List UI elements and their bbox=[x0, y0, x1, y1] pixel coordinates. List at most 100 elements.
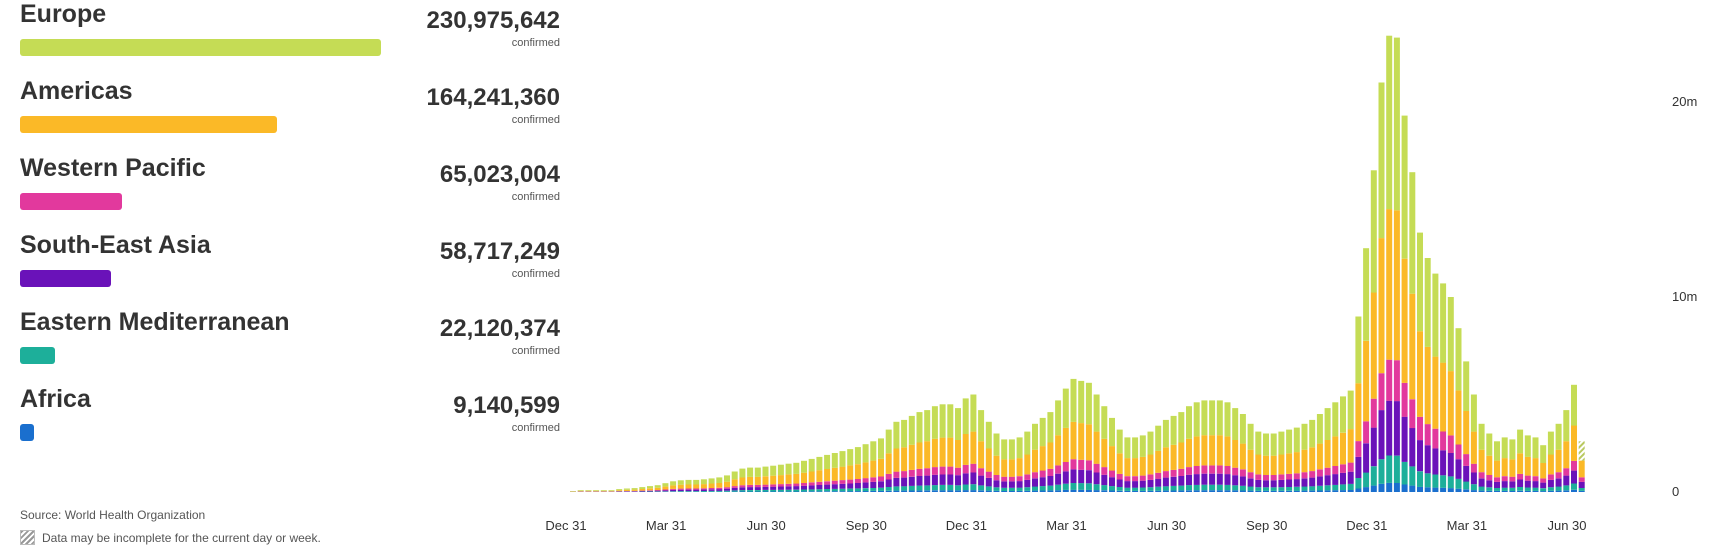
bar-segment-western-pacific[interactable] bbox=[947, 466, 954, 475]
bar-segment-western-pacific[interactable] bbox=[1524, 475, 1531, 481]
bar-segment-eastern-mediterranean[interactable] bbox=[1224, 484, 1231, 491]
bar-segment-americas[interactable] bbox=[1147, 454, 1154, 475]
bar-segment-europe[interactable] bbox=[1363, 248, 1370, 341]
bar-segment-western-pacific[interactable] bbox=[1093, 463, 1100, 473]
bar-segment-eastern-mediterranean[interactable] bbox=[1547, 487, 1554, 491]
bar-segment-south-east-asia[interactable] bbox=[1517, 479, 1524, 488]
bar-segment-europe[interactable] bbox=[716, 477, 723, 483]
bar-segment-europe[interactable] bbox=[616, 489, 623, 491]
bar-segment-africa[interactable] bbox=[1509, 490, 1516, 492]
bar-segment-eastern-mediterranean[interactable] bbox=[1001, 487, 1008, 491]
bar-segment-eastern-mediterranean[interactable] bbox=[978, 485, 985, 491]
bar-segment-africa[interactable] bbox=[1563, 490, 1570, 492]
bar-segment-south-east-asia[interactable] bbox=[870, 481, 877, 488]
bar-segment-eastern-mediterranean[interactable] bbox=[793, 489, 800, 492]
bar-segment-eastern-mediterranean[interactable] bbox=[901, 486, 908, 491]
bar-segment-eastern-mediterranean[interactable] bbox=[1170, 485, 1177, 491]
bar-segment-americas[interactable] bbox=[1247, 449, 1254, 473]
bar-segment-south-east-asia[interactable] bbox=[839, 483, 846, 489]
bar-segment-eastern-mediterranean[interactable] bbox=[1578, 487, 1585, 491]
bar-segment-south-east-asia[interactable] bbox=[1070, 469, 1077, 483]
bar-segment-eastern-mediterranean[interactable] bbox=[1124, 487, 1131, 491]
bar-segment-europe[interactable] bbox=[1093, 394, 1100, 432]
bar-segment-south-east-asia[interactable] bbox=[1032, 478, 1038, 487]
bar-segment-americas[interactable] bbox=[593, 490, 600, 492]
bar-segment-americas[interactable] bbox=[1232, 440, 1239, 468]
bar-segment-africa[interactable] bbox=[1555, 490, 1562, 492]
bar-segment-south-east-asia[interactable] bbox=[1393, 401, 1400, 456]
bar-segment-europe[interactable] bbox=[985, 421, 992, 449]
bar-segment-europe[interactable] bbox=[1524, 435, 1531, 457]
bar-segment-western-pacific[interactable] bbox=[908, 469, 915, 477]
bar-segment-americas[interactable] bbox=[1370, 292, 1377, 399]
bar-segment-europe[interactable] bbox=[1532, 437, 1539, 459]
bar-segment-eastern-mediterranean[interactable] bbox=[1455, 478, 1462, 489]
bar-segment-europe[interactable] bbox=[1232, 408, 1239, 440]
bar-segment-europe[interactable] bbox=[677, 480, 684, 485]
bar-segment-americas[interactable] bbox=[670, 485, 677, 489]
bar-segment-south-east-asia[interactable] bbox=[1101, 474, 1108, 486]
bar-segment-europe[interactable] bbox=[685, 479, 692, 485]
bar-segment-americas[interactable] bbox=[1447, 371, 1454, 436]
bar-segment-americas[interactable] bbox=[693, 484, 700, 489]
bar-segment-europe[interactable] bbox=[1216, 400, 1223, 436]
bar-segment-americas[interactable] bbox=[1509, 459, 1516, 477]
bar-segment-south-east-asia[interactable] bbox=[1255, 479, 1262, 488]
bar-segment-south-east-asia[interactable] bbox=[1247, 478, 1254, 487]
bar-segment-eastern-mediterranean[interactable] bbox=[685, 491, 692, 492]
bar-segment-south-east-asia[interactable] bbox=[1378, 410, 1385, 460]
bar-segment-south-east-asia[interactable] bbox=[993, 480, 1000, 488]
bar-segment-south-east-asia[interactable] bbox=[1293, 479, 1300, 487]
bar-segment-south-east-asia[interactable] bbox=[647, 490, 653, 492]
bar-segment-europe[interactable] bbox=[831, 453, 838, 468]
bar-segment-eastern-mediterranean[interactable] bbox=[862, 488, 869, 492]
bar-segment-africa[interactable] bbox=[1424, 487, 1431, 492]
bar-segment-western-pacific[interactable] bbox=[1440, 431, 1447, 451]
bar-segment-south-east-asia[interactable] bbox=[747, 487, 754, 490]
bar-segment-africa[interactable] bbox=[1571, 489, 1577, 492]
bar-segment-eastern-mediterranean[interactable] bbox=[1386, 455, 1393, 483]
bar-segment-africa[interactable] bbox=[1540, 491, 1547, 492]
bar-segment-americas[interactable] bbox=[1578, 460, 1585, 478]
bar-segment-africa[interactable] bbox=[1055, 490, 1062, 492]
bar-segment-americas[interactable] bbox=[839, 466, 846, 481]
bar-segment-eastern-mediterranean[interactable] bbox=[1155, 486, 1162, 491]
bar-segment-americas[interactable] bbox=[762, 476, 769, 485]
bar-segment-africa[interactable] bbox=[1324, 490, 1331, 492]
bar-segment-south-east-asia[interactable] bbox=[654, 490, 661, 492]
bar-segment-south-east-asia[interactable] bbox=[1340, 472, 1346, 485]
bar-segment-south-east-asia[interactable] bbox=[885, 479, 892, 488]
bar-segment-eastern-mediterranean[interactable] bbox=[801, 489, 807, 492]
bar-segment-africa[interactable] bbox=[785, 491, 792, 492]
region-row-eastern-mediterranean[interactable]: Eastern Mediterranean 22,120,374 confirm… bbox=[20, 308, 560, 392]
bar-segment-western-pacific[interactable] bbox=[931, 467, 938, 475]
bar-segment-south-east-asia[interactable] bbox=[1386, 400, 1393, 456]
bar-segment-western-pacific[interactable] bbox=[1370, 398, 1377, 428]
bar-segment-south-east-asia[interactable] bbox=[716, 489, 723, 491]
bar-segment-americas[interactable] bbox=[824, 469, 831, 482]
bar-segment-europe[interactable] bbox=[1478, 423, 1485, 450]
bar-segment-africa[interactable] bbox=[939, 490, 946, 492]
bar-segment-americas[interactable] bbox=[1278, 454, 1285, 475]
bar-segment-south-east-asia[interactable] bbox=[1016, 481, 1023, 488]
bar-segment-western-pacific[interactable] bbox=[1109, 470, 1115, 478]
bar-segment-europe[interactable] bbox=[1109, 417, 1115, 447]
bar-segment-africa[interactable] bbox=[1116, 490, 1123, 492]
bar-segment-south-east-asia[interactable] bbox=[1155, 478, 1162, 487]
bar-segment-western-pacific[interactable] bbox=[1355, 441, 1362, 457]
bar-segment-south-east-asia[interactable] bbox=[1316, 476, 1323, 486]
bar-segment-western-pacific[interactable] bbox=[1447, 435, 1454, 453]
bar-segment-americas[interactable] bbox=[1432, 356, 1439, 429]
bar-segment-western-pacific[interactable] bbox=[955, 467, 961, 476]
bar-segment-europe[interactable] bbox=[885, 429, 892, 454]
bar-segment-africa[interactable] bbox=[1001, 490, 1008, 492]
bar-segment-western-pacific[interactable] bbox=[1062, 462, 1069, 472]
bar-segment-south-east-asia[interactable] bbox=[1501, 481, 1508, 488]
bar-segment-western-pacific[interactable] bbox=[1340, 464, 1346, 473]
bar-segment-africa[interactable] bbox=[1270, 490, 1277, 492]
bar-segment-south-east-asia[interactable] bbox=[685, 489, 692, 492]
bar-segment-americas[interactable] bbox=[647, 488, 653, 491]
bar-segment-africa[interactable] bbox=[762, 491, 769, 493]
bar-segment-south-east-asia[interactable] bbox=[978, 475, 985, 486]
bar-segment-americas[interactable] bbox=[1440, 362, 1447, 432]
